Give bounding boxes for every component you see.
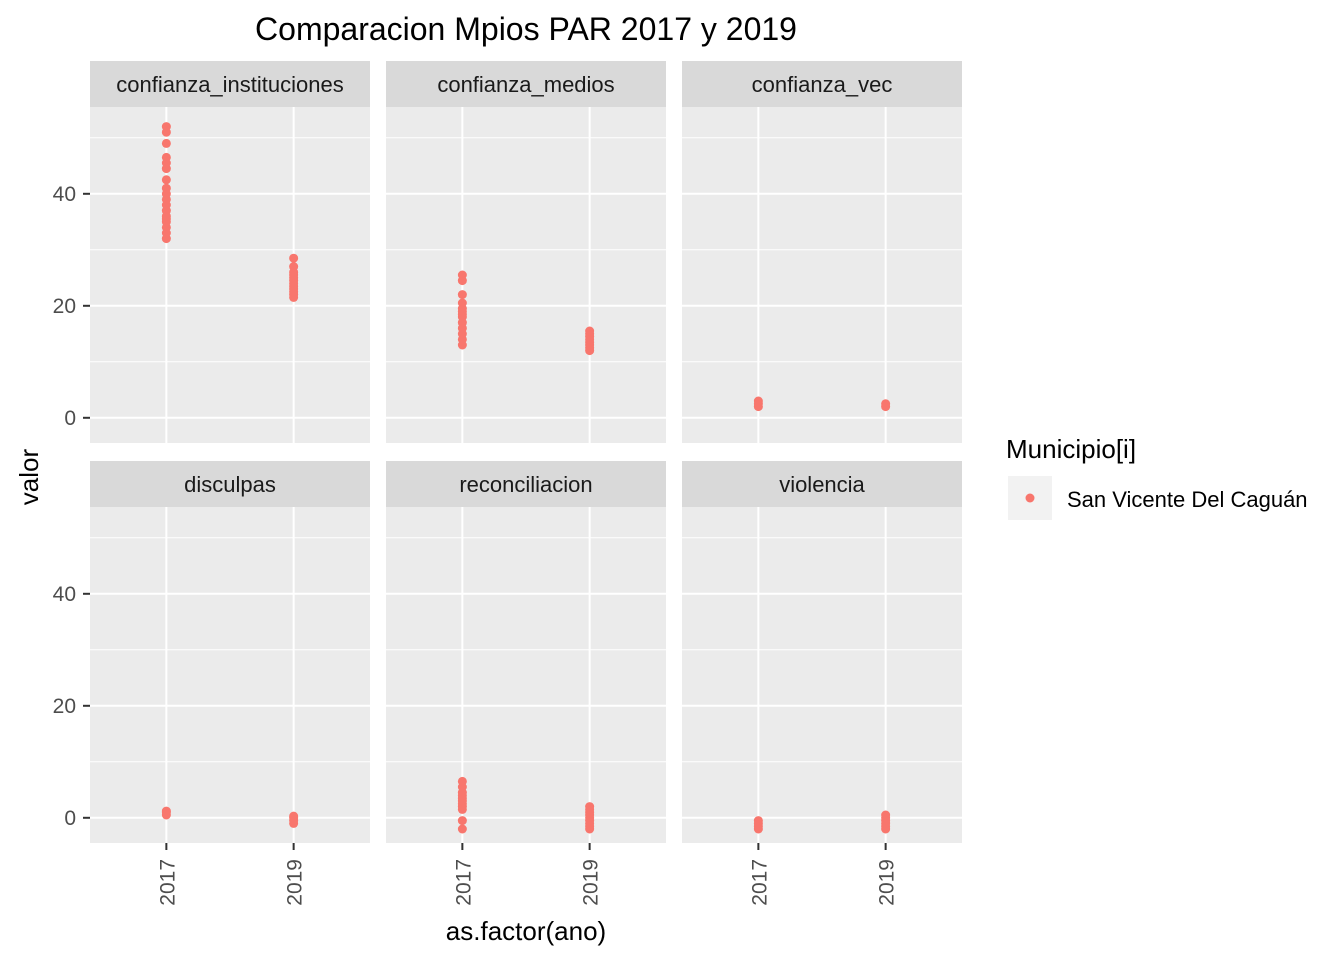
facet-reconciliacion: reconciliacion 2017 2019	[386, 461, 666, 906]
data-point	[161, 138, 171, 148]
data-point	[457, 290, 467, 300]
y-tick-label: 0	[64, 407, 76, 430]
facet-label: violencia	[779, 472, 865, 497]
data-point	[881, 810, 891, 820]
facet-strip	[90, 461, 370, 507]
facet-strip	[386, 61, 666, 107]
data-point	[585, 326, 595, 336]
legend-key-point	[1025, 493, 1035, 503]
facet-label: disculpas	[184, 472, 276, 497]
data-point	[161, 175, 171, 185]
data-point	[753, 816, 763, 826]
legend-title: Municipio[i]	[1006, 434, 1136, 464]
data-point	[161, 183, 171, 193]
data-point	[585, 802, 595, 812]
data-point	[457, 824, 467, 834]
data-point	[289, 262, 299, 272]
facet-disculpas: disculpas 0 20 40 2017 2019	[53, 461, 370, 906]
x-tick-label: 2019	[284, 859, 307, 906]
data-point	[457, 298, 467, 308]
y-tick-label: 40	[53, 583, 76, 606]
y-axis-title: valor	[14, 448, 44, 505]
facet-strip	[386, 461, 666, 507]
facet-confianza_medios: confianza_medios	[386, 61, 666, 443]
data-point	[161, 806, 171, 816]
legend: Municipio[i] San Vicente Del Caguán	[1006, 434, 1308, 520]
facet-violencia: violencia 2017 2019	[682, 461, 962, 906]
data-point	[457, 776, 467, 786]
facet-label: confianza_vec	[752, 72, 893, 97]
x-tick-label: 2017	[748, 859, 771, 906]
data-point	[457, 270, 467, 280]
x-tick-label: 2017	[156, 859, 179, 906]
facet-confianza_vec: confianza_vec	[682, 61, 962, 443]
panel-background	[90, 507, 370, 843]
x-tick-label: 2017	[452, 859, 475, 906]
panel-background	[682, 507, 962, 843]
x-tick-label: 2019	[876, 859, 899, 906]
data-point	[753, 396, 763, 406]
y-tick-label: 20	[53, 295, 76, 318]
y-tick-label: 40	[53, 183, 76, 206]
chart-title: Comparacion Mpios PAR 2017 y 2019	[255, 11, 797, 47]
panel-background	[682, 107, 962, 443]
panel-background	[386, 507, 666, 843]
facet-label: confianza_instituciones	[116, 72, 343, 97]
y-tick-label: 0	[64, 807, 76, 830]
data-point	[289, 253, 299, 263]
x-tick-label: 2019	[580, 859, 603, 906]
data-point	[881, 399, 891, 409]
facet-label: confianza_medios	[437, 72, 614, 97]
legend-label: San Vicente Del Caguán	[1067, 487, 1308, 512]
y-tick-label: 20	[53, 695, 76, 718]
panel-background	[386, 107, 666, 443]
facet-strip	[90, 61, 370, 107]
data-point	[161, 152, 171, 162]
facet-confianza_instituciones: confianza_instituciones 0 20 40	[53, 61, 370, 443]
facet-label: reconciliacion	[459, 472, 592, 497]
facet-strip	[682, 461, 962, 507]
panel-background	[90, 107, 370, 443]
data-point	[457, 816, 467, 826]
facet-strip	[682, 61, 962, 107]
data-point	[161, 122, 171, 132]
x-axis-title: as.factor(ano)	[446, 916, 606, 946]
data-point	[289, 811, 299, 821]
facet-panels: confianza_instituciones 0 20 40 confianza_me…	[53, 61, 962, 906]
